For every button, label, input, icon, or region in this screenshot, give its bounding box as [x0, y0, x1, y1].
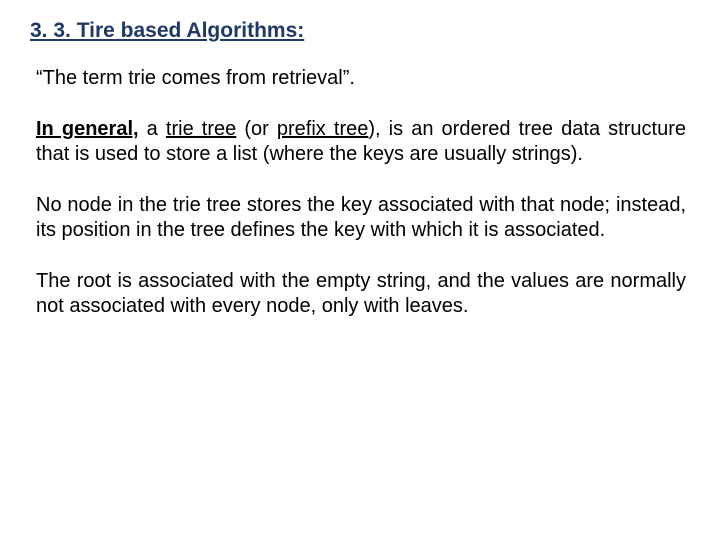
intro-quote: “The term trie comes from retrieval”.	[36, 66, 690, 91]
section-heading: 3. 3. Tire based Algorithms:	[30, 18, 690, 44]
term-prefix-tree: prefix tree	[277, 118, 368, 140]
root-paragraph: The root is associated with the empty st…	[36, 269, 686, 319]
term-trie-tree: trie tree	[166, 118, 236, 140]
def-text-2: (or	[236, 118, 277, 140]
lead-phrase: In general,	[36, 118, 139, 140]
slide-container: 3. 3. Tire based Algorithms: “The term t…	[0, 0, 720, 540]
definition-paragraph: In general, a trie tree (or prefix tree)…	[36, 117, 686, 167]
def-text-1: a	[139, 118, 166, 140]
node-paragraph: No node in the trie tree stores the key …	[36, 193, 686, 243]
